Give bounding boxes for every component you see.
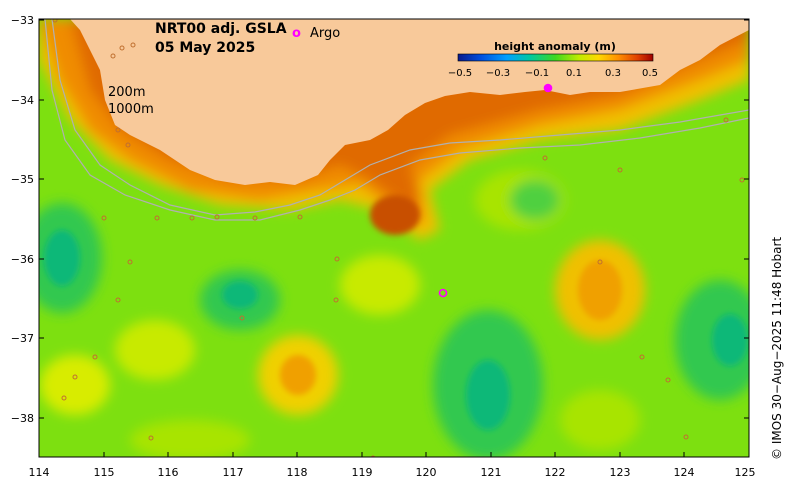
y-tick-label: −35 xyxy=(11,173,34,186)
argo-legend-symbol: o xyxy=(292,26,301,41)
y-axis: −33 −34 −35 −36 −37 −38 xyxy=(11,14,34,425)
colorbar-tick: −0.5 xyxy=(448,68,472,79)
x-tick-label: 125 xyxy=(735,466,756,479)
x-tick-label: 118 xyxy=(287,466,308,479)
map-title: NRT00 adj. GSLA xyxy=(155,21,287,37)
colorbar-tick: −0.3 xyxy=(486,68,510,79)
argo-float[interactable] xyxy=(438,288,448,298)
x-tick-label: 120 xyxy=(416,466,437,479)
colorbar-tick: 0.3 xyxy=(605,68,621,79)
credit-text: © IMOS 30−Aug−2025 11:48 Hobart xyxy=(770,237,784,460)
isobath-200m xyxy=(51,19,749,216)
colorbar-tick: 0.5 xyxy=(642,68,658,79)
isobath-label-1000m: 1000m xyxy=(108,102,154,117)
y-tick-label: −33 xyxy=(11,14,34,27)
colorbar: height anomaly (m) −0.5 −0.3 −0.1 0.1 0.… xyxy=(448,40,658,79)
colorbar-gradient xyxy=(457,53,654,62)
x-tick-label: 121 xyxy=(481,466,502,479)
x-tick-label: 117 xyxy=(223,466,244,479)
x-tick-label: 114 xyxy=(29,466,50,479)
x-tick-label: 123 xyxy=(610,466,631,479)
colorbar-tick: 0.1 xyxy=(566,68,582,79)
y-ticks xyxy=(39,19,749,419)
x-tick-label: 115 xyxy=(94,466,115,479)
x-ticks xyxy=(103,452,685,457)
argo-markers xyxy=(438,83,553,298)
x-tick-label: 122 xyxy=(545,466,566,479)
argo-legend-label: Argo xyxy=(310,26,340,41)
colorbar-tick: −0.1 xyxy=(525,68,549,79)
plot-frame xyxy=(38,18,750,458)
x-tick-label: 124 xyxy=(674,466,695,479)
x-axis: 114 115 116 117 118 119 120 121 122 123 … xyxy=(29,466,756,479)
x-tick-label: 119 xyxy=(352,466,373,479)
argo-float[interactable] xyxy=(543,83,553,93)
y-tick-label: −37 xyxy=(11,332,34,345)
colorbar-title: height anomaly (m) xyxy=(494,40,616,53)
map-date: 05 May 2025 xyxy=(155,40,255,56)
isobath-1000m xyxy=(44,19,749,221)
x-tick-label: 116 xyxy=(158,466,179,479)
y-tick-label: −34 xyxy=(11,94,34,107)
isobath-label-200m: 200m xyxy=(108,85,145,100)
y-tick-label: −38 xyxy=(11,412,34,425)
y-tick-label: −36 xyxy=(11,253,34,266)
track-dots xyxy=(52,19,745,457)
